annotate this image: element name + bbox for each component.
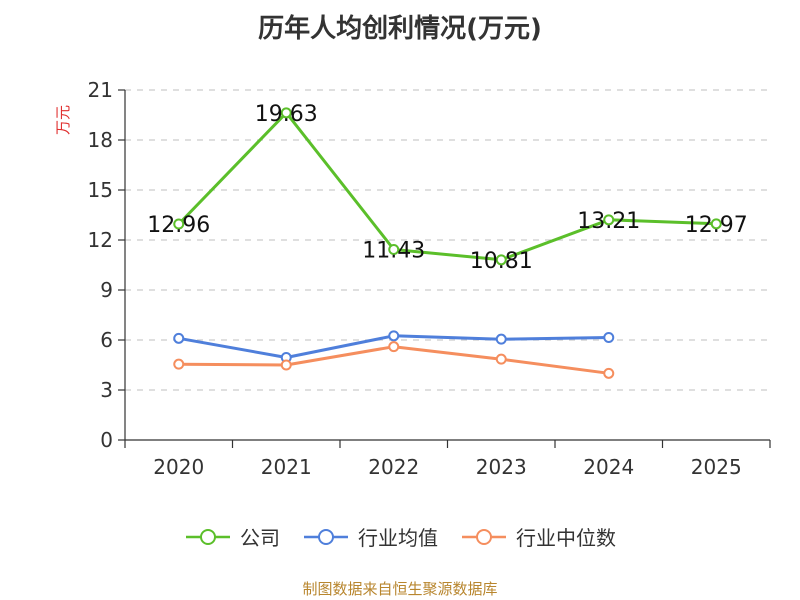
legend-item-industry-median[interactable]: 行业中位数 bbox=[460, 522, 616, 551]
data-point[interactable] bbox=[388, 330, 400, 342]
data-label: 12.96 bbox=[147, 213, 210, 238]
y-tick-label: 18 bbox=[88, 128, 113, 152]
y-tick-label: 21 bbox=[88, 78, 113, 102]
legend-label-industry-median: 行业中位数 bbox=[516, 526, 616, 550]
data-label: 13.21 bbox=[577, 209, 640, 234]
x-tick-label: 2021 bbox=[261, 455, 312, 479]
data-label: 19.63 bbox=[255, 102, 318, 127]
data-point[interactable] bbox=[603, 367, 615, 379]
chart-title: 历年人均创利情况(万元) bbox=[258, 14, 542, 44]
data-point[interactable] bbox=[173, 332, 185, 344]
legend-label-company: 公司 bbox=[240, 526, 280, 550]
data-point[interactable] bbox=[495, 254, 507, 266]
legend-marker-company bbox=[186, 528, 230, 545]
x-tick-label: 2024 bbox=[583, 455, 634, 479]
data-label: 12.97 bbox=[685, 213, 748, 238]
data-point[interactable] bbox=[495, 353, 507, 365]
data-label: 10.81 bbox=[470, 249, 533, 274]
legend-marker-industry-average bbox=[304, 528, 348, 545]
series-line-0 bbox=[177, 111, 717, 262]
y-tick-label: 3 bbox=[100, 378, 113, 402]
y-tick-label: 15 bbox=[88, 178, 113, 202]
legend-marker-industry-median bbox=[462, 528, 506, 545]
x-tick-label: 2020 bbox=[153, 455, 204, 479]
data-point[interactable] bbox=[388, 341, 400, 353]
data-point[interactable] bbox=[173, 218, 185, 230]
x-tick-label: 2025 bbox=[691, 455, 742, 479]
y-axis-label: 万元 bbox=[54, 105, 72, 135]
data-point[interactable] bbox=[280, 107, 292, 119]
source-note: 制图数据来自恒生聚源数据库 bbox=[302, 580, 498, 598]
y-tick-label: 0 bbox=[100, 428, 113, 452]
x-tick-label: 2022 bbox=[368, 455, 419, 479]
data-point[interactable] bbox=[495, 333, 507, 345]
data-label: 11.43 bbox=[362, 239, 425, 264]
data-point[interactable] bbox=[603, 332, 615, 343]
y-tick-label: 12 bbox=[88, 228, 113, 252]
x-tick-label: 2023 bbox=[476, 455, 527, 479]
legend-label-industry-average: 行业均值 bbox=[358, 526, 438, 550]
data-point[interactable] bbox=[280, 359, 292, 371]
y-tick-label: 6 bbox=[100, 328, 113, 352]
data-point[interactable] bbox=[710, 218, 722, 230]
y-tick-label: 9 bbox=[100, 278, 113, 302]
data-point[interactable] bbox=[173, 358, 185, 370]
legend-item-industry-average[interactable]: 行业均值 bbox=[302, 522, 438, 551]
data-point[interactable] bbox=[388, 244, 400, 255]
data-point[interactable] bbox=[603, 214, 615, 226]
legend-item-company[interactable]: 公司 bbox=[184, 522, 280, 551]
chart-legend: 公司 行业均值 行业中位数 bbox=[0, 522, 800, 551]
